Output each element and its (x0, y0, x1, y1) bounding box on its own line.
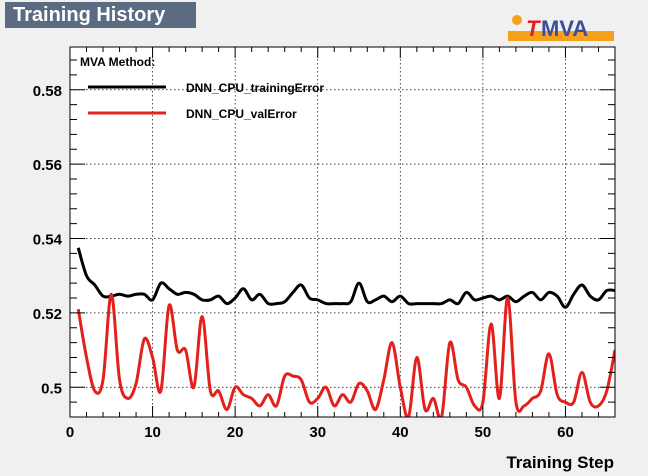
logo-text: MVA (541, 16, 588, 41)
series-validation-error (76, 292, 615, 417)
y-tick-label: 0.54 (33, 232, 63, 249)
logo-orange-dot (512, 15, 522, 25)
y-tick-label: 0.52 (33, 306, 62, 323)
x-tick-label: 60 (557, 424, 574, 441)
logo-orange-band (508, 31, 614, 41)
y-tick-label: 0.58 (33, 83, 62, 100)
tmva-logo: T MVA (508, 15, 614, 41)
x-tick-label: 40 (392, 424, 409, 441)
x-tick-label: 30 (309, 424, 326, 441)
legend-label-training: DNN_CPU_trainingError (186, 81, 324, 95)
legend: MVA Method: DNN_CPU_trainingError DNN_CP… (80, 55, 324, 121)
legend-label-validation: DNN_CPU_valError (186, 107, 297, 121)
grid (69, 47, 615, 417)
series-training-error (76, 247, 615, 309)
axes: 0 10 20 30 40 50 60 0.5 0.52 0.54 0.56 0.58 (33, 47, 616, 441)
x-tick-label: 20 (227, 424, 244, 441)
legend-header: MVA Method: (80, 55, 155, 69)
x-tick-label: 10 (144, 424, 161, 441)
y-tick-label: 0.56 (33, 157, 62, 174)
x-tick-label: 0 (66, 424, 74, 441)
series-layer (76, 247, 615, 417)
chart-title: Training History (5, 2, 196, 28)
x-axis-label: Training Step (506, 453, 614, 472)
x-tick-label: 50 (475, 424, 492, 441)
y-tick-label: 0.5 (41, 380, 62, 397)
logo-prefix: T (526, 16, 541, 41)
plot-frame (69, 46, 616, 418)
plot-background (70, 47, 615, 417)
